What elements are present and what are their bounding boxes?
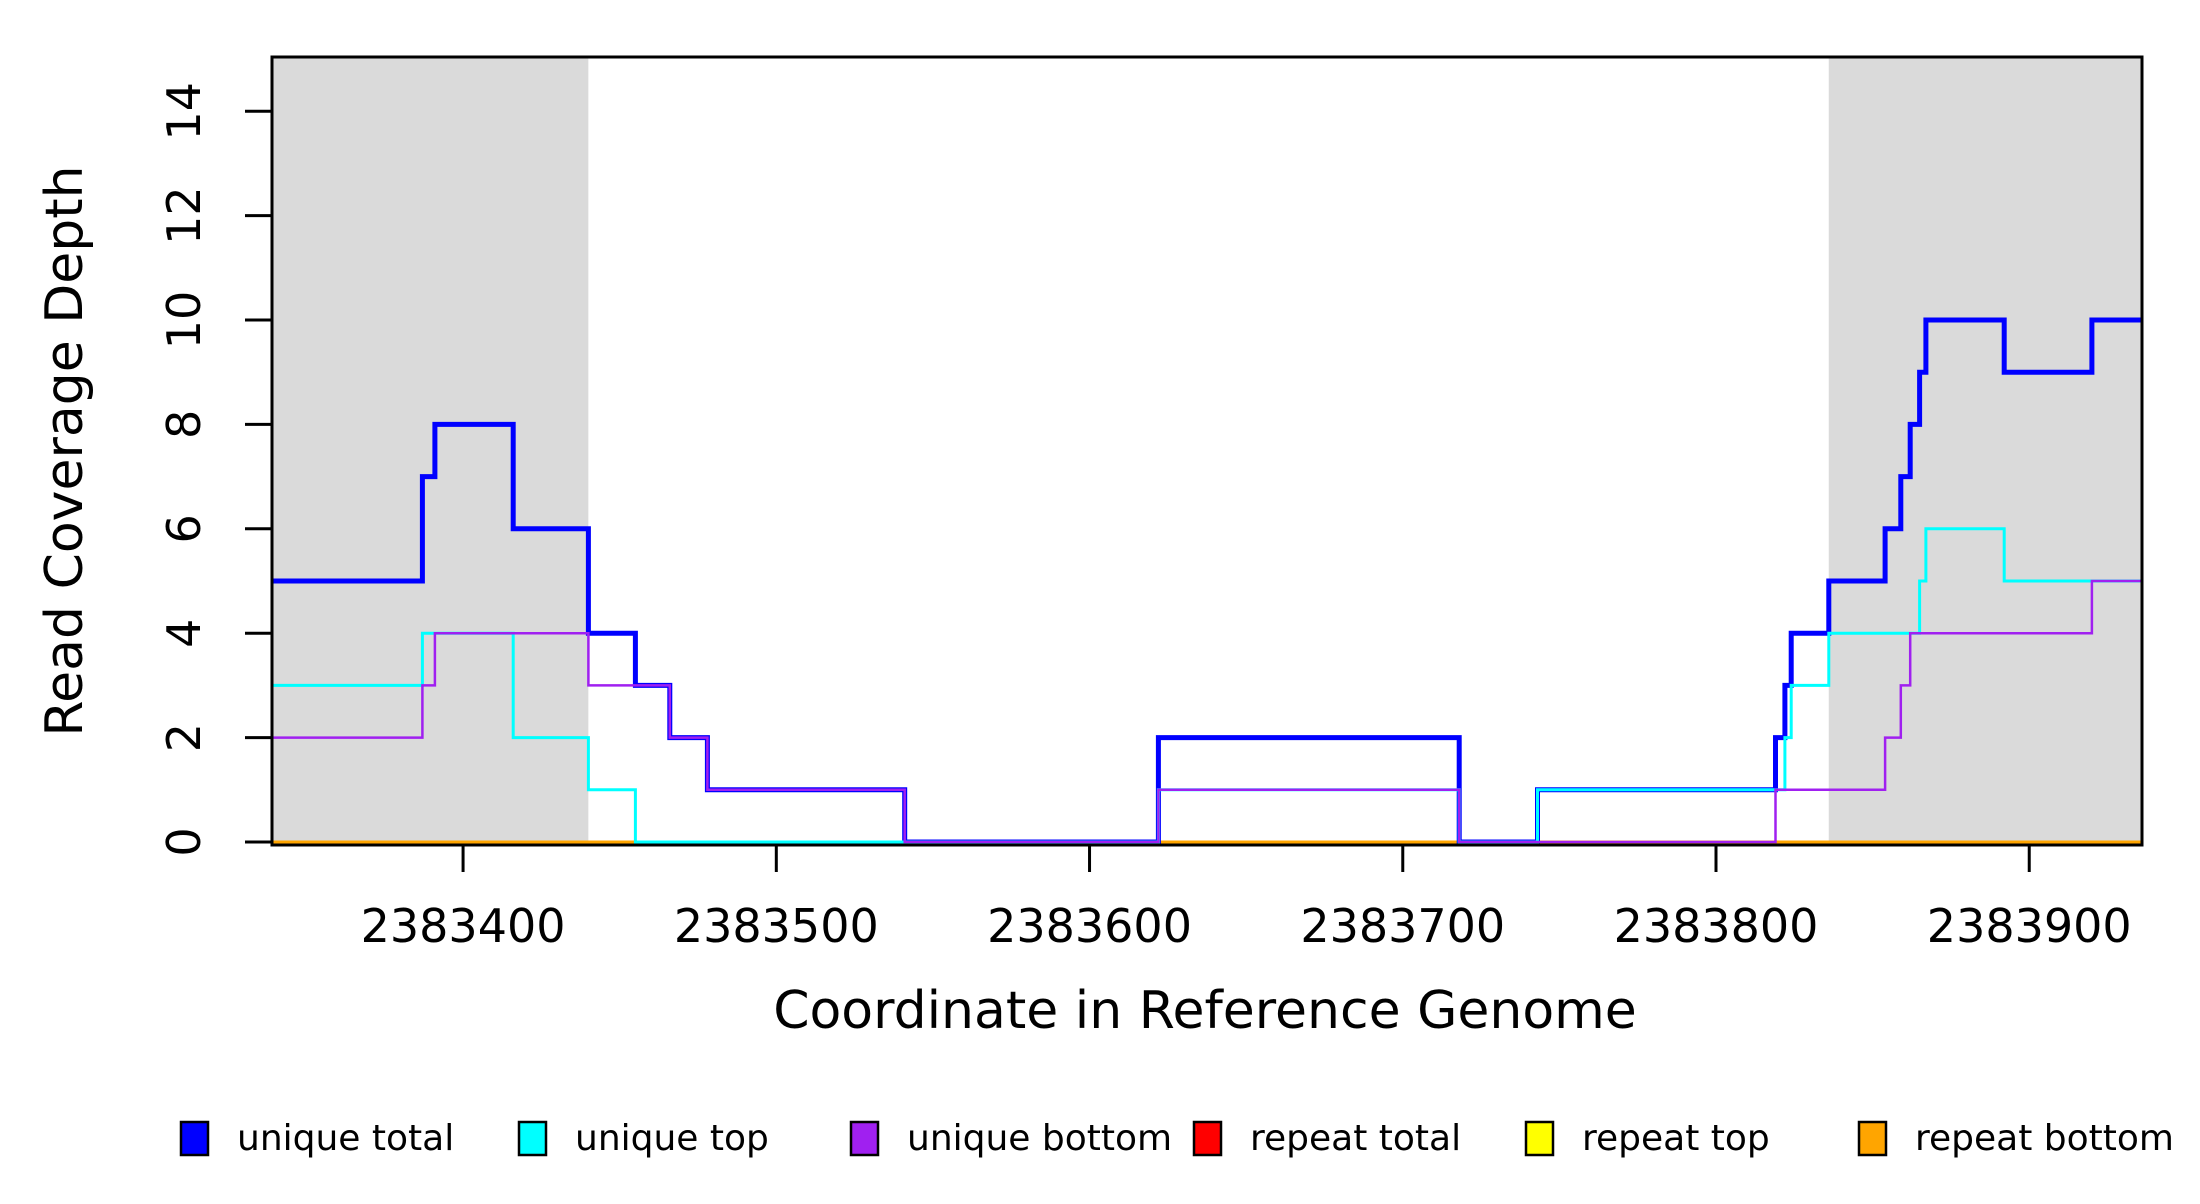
x-tick-label: 2383400	[361, 899, 566, 953]
x-axis-title: Coordinate in Reference Genome	[773, 981, 1637, 1041]
y-tick-label: 14	[157, 82, 211, 141]
y-tick-label: 4	[157, 619, 211, 648]
x-tick-label: 2383500	[674, 899, 879, 953]
legend-swatch-unique-top	[517, 1120, 548, 1157]
legend-swatch-unique-bottom	[849, 1120, 880, 1157]
y-axis-title: Read Coverage Depth	[35, 165, 95, 736]
left-gray-band	[272, 57, 589, 845]
x-axis: 2383400 2383500 2383600 2383700 2383800 23839…	[361, 845, 2132, 953]
legend-swatch-unique-total	[179, 1120, 210, 1157]
legend-swatch-repeat-bottom	[1857, 1120, 1888, 1157]
legend-label-unique-total: unique total	[237, 1118, 454, 1159]
x-tick-label: 2383800	[1614, 899, 1819, 953]
y-tick-label: 8	[157, 410, 211, 439]
legend-label-unique-bottom: unique bottom	[907, 1118, 1172, 1159]
series-lines	[272, 317, 2142, 845]
plot-border	[270, 55, 2144, 847]
y-tick-label: 0	[157, 827, 211, 856]
x-tick-label: 2383900	[1927, 899, 2132, 953]
series-line-unique-bottom	[272, 579, 2142, 844]
shaded-regions	[272, 57, 2142, 845]
legend: unique total unique top unique bottom repea…	[179, 1118, 2174, 1159]
legend-label-repeat-total: repeat total	[1250, 1118, 1461, 1159]
x-tick-label: 2383600	[987, 899, 1192, 953]
y-axis: 0 2 4 6 8 10 12 14	[157, 82, 272, 857]
plot-frame	[270, 55, 2144, 847]
x-tick-label: 2383700	[1300, 899, 1505, 953]
y-tick-label: 2	[157, 723, 211, 752]
axis-titles: Coordinate in Reference Genome Read Cover…	[35, 165, 1637, 1041]
legend-label-repeat-bottom: repeat bottom	[1915, 1118, 2174, 1159]
right-gray-band	[1828, 57, 2142, 845]
series-line-unique-top	[272, 527, 2142, 844]
legend-label-unique-top: unique top	[575, 1118, 769, 1159]
y-tick-label: 10	[157, 291, 211, 350]
legend-label-repeat-top: repeat top	[1582, 1118, 1770, 1159]
y-tick-label: 6	[157, 514, 211, 543]
y-tick-label: 12	[157, 186, 211, 245]
legend-swatch-repeat-top	[1524, 1120, 1555, 1157]
legend-swatch-repeat-total	[1192, 1120, 1223, 1157]
